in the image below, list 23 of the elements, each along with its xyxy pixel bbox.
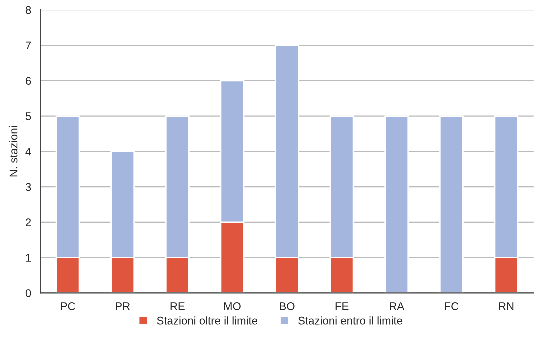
x-tick-label: BO bbox=[280, 302, 295, 310]
x-tick-label: PR bbox=[116, 302, 130, 310]
y-tick-label: 6 bbox=[26, 77, 32, 86]
y-tick-label: 7 bbox=[26, 42, 32, 50]
y-tick-label: 2 bbox=[26, 218, 32, 226]
x-tick-label: RA bbox=[390, 302, 405, 310]
x-tick-label: PC bbox=[61, 302, 76, 310]
bar bbox=[439, 116, 464, 294]
y-tick-label: 3 bbox=[26, 183, 32, 192]
x-tick-label: RN bbox=[499, 302, 514, 310]
bar bbox=[384, 116, 410, 294]
x-tick-label: FE bbox=[336, 302, 349, 310]
y-axis-title: N. stazioni bbox=[10, 126, 18, 177]
x-tick-label: FC bbox=[445, 302, 459, 310]
x-tick-label: RE bbox=[170, 302, 185, 310]
y-tick-label: 0 bbox=[26, 289, 32, 298]
x-tick-label: MO bbox=[224, 302, 241, 310]
y-tick-label: 8 bbox=[26, 6, 32, 14]
legend-label: Stazioni oltre il limite bbox=[157, 316, 258, 325]
y-tick-label: 4 bbox=[26, 148, 32, 156]
y-tick-label: 1 bbox=[26, 254, 32, 262]
legend-label: Stazioni entro il limite bbox=[298, 316, 403, 325]
y-tick-label: 5 bbox=[26, 112, 32, 120]
